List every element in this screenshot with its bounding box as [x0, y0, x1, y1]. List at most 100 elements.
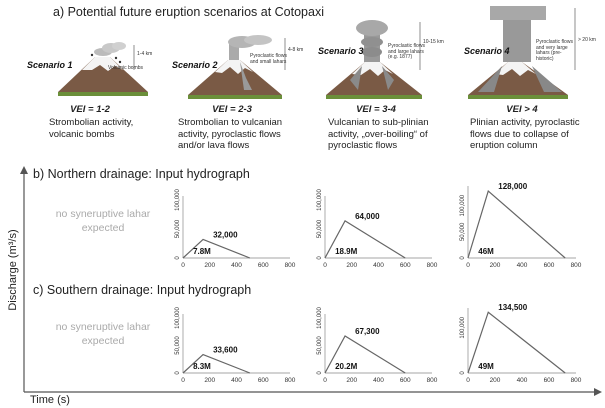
scenario-1-description: Strombolian activity, volcanic bombs	[49, 117, 134, 140]
x-frame-arrowhead	[594, 388, 602, 396]
south-scenario-2-y-tick-50,000: 50,000	[175, 336, 181, 355]
south-scenario-2-x-tick-400: 400	[231, 377, 242, 384]
south-scenario-3-y-tick-50,000: 50,000	[317, 336, 323, 355]
scenario-1-label: Scenario 1	[27, 60, 73, 70]
x-axis-title: Time (s)	[30, 394, 70, 406]
volcano-illustrations	[58, 6, 576, 99]
south-scenario-2-x-tick-600: 600	[258, 377, 269, 384]
north-scenario-4-x-tick-600: 600	[544, 262, 555, 269]
north-scenario-3-peak-label: 64,000	[355, 212, 380, 221]
scenario-3-height: 10-15 km	[423, 39, 444, 45]
south-no-lahar-note: no syneruptive lahar expected	[55, 321, 151, 347]
south-scenario-4-x-tick-800: 800	[571, 377, 582, 384]
scenario-3-annotation: Pyroclastic flows and large lahars (e.g.…	[388, 43, 425, 60]
south-scenario-2-x-tick-200: 200	[204, 377, 215, 384]
south-scenario-4-y-tick-100,000: 100,000	[460, 316, 466, 338]
scenario-2-label: Scenario 2	[172, 60, 218, 70]
scenario-4-height: > 20 km	[578, 37, 596, 43]
south-scenario-2-x-tick-800: 800	[285, 377, 296, 384]
south-scenario-3-hydrograph-line	[324, 335, 406, 374]
south-scenario-3-volume-label: 20.2M	[335, 362, 358, 371]
scenario-4-annotation: Pyroclastic flows and very large lahars …	[536, 39, 573, 62]
north-scenario-2-y-tick-0: 0	[175, 256, 181, 260]
south-scenario-4-y-tick-0: 0	[460, 371, 466, 375]
north-scenario-4-x-tick-200: 200	[490, 262, 501, 269]
scenario-2-description: Strombolian to vulcanian activity, pyroc…	[178, 117, 283, 151]
north-scenario-2-x-tick-400: 400	[231, 262, 242, 269]
north-scenario-2-x-tick-200: 200	[204, 262, 215, 269]
y-frame-arrowhead	[20, 166, 28, 174]
south-scenario-3-peak-label: 67,300	[355, 327, 380, 336]
south-scenario-3-x-tick-400: 400	[373, 377, 384, 384]
north-scenario-3-hydrograph-line	[324, 220, 406, 259]
section-b-title: b) Northern drainage: Input hydrograph	[33, 167, 250, 181]
north-scenario-4-volume-label: 46M	[478, 247, 494, 256]
south-scenario-3-x-tick-800: 800	[427, 377, 438, 384]
north-scenario-2-x-tick-800: 800	[285, 262, 296, 269]
north-scenario-4-x-tick-0: 0	[466, 262, 470, 269]
scenario-4-description: Plinian activity, pyroclastic flows due …	[470, 117, 580, 151]
north-scenario-2-x-tick-600: 600	[258, 262, 269, 269]
north-scenario-4-hydrograph-line	[467, 189, 566, 259]
north-scenario-4-y-tick-0: 0	[460, 256, 466, 260]
north-scenario-4-peak-label: 128,000	[498, 182, 527, 191]
north-scenario-3-y-tick-100,000: 100,000	[317, 189, 323, 211]
south-scenario-4-hydrograph-line	[467, 311, 566, 374]
north-scenario-4-x-tick-400: 400	[517, 262, 528, 269]
south-scenario-2-x-tick-0: 0	[181, 377, 185, 384]
north-scenario-2-hydrograph-line	[182, 238, 251, 259]
scenario-2-annotation: Pyroclastic flows and small lahars	[250, 53, 287, 65]
section-a-title: a) Potential future eruption scenarios a…	[53, 5, 324, 19]
north-scenario-3-x-tick-400: 400	[373, 262, 384, 269]
volcano-scenario-3	[326, 20, 422, 99]
north-scenario-2-y-tick-100,000: 100,000	[175, 189, 181, 211]
south-scenario-4-peak-label: 134,500	[498, 303, 527, 312]
north-scenario-2-peak-label: 32,000	[213, 230, 238, 239]
north-scenario-3-x-tick-600: 600	[400, 262, 411, 269]
north-scenario-2-x-tick-0: 0	[181, 262, 185, 269]
north-scenario-4-x-tick-800: 800	[571, 262, 582, 269]
south-scenario-3-x-tick-200: 200	[346, 377, 357, 384]
north-no-lahar-note: no syneruptive lahar expected	[55, 208, 151, 234]
south-scenario-2-peak-label: 33,600	[213, 346, 238, 355]
north-scenario-2-volume-label: 7.8M	[193, 247, 211, 256]
scenario-2-vei: VEI = 2-3	[212, 104, 252, 115]
south-scenario-4-volume-label: 49M	[478, 362, 494, 371]
scenario-1-height: 1-4 km	[137, 51, 153, 57]
scenario-4-label: Scenario 4	[464, 46, 510, 56]
south-scenario-4-x-tick-400: 400	[517, 377, 528, 384]
scenario-2-height: 4-8 km	[288, 47, 304, 53]
volcano-scenario-1	[58, 42, 148, 96]
south-scenario-3-x-tick-600: 600	[400, 377, 411, 384]
volcano-scenario-4	[468, 6, 568, 99]
scenario-1-vei: VEI = 1-2	[70, 104, 110, 115]
north-scenario-3-x-tick-0: 0	[323, 262, 327, 269]
north-scenario-2-y-tick-50,000: 50,000	[175, 219, 181, 238]
south-scenario-2-hydrograph-line	[182, 353, 251, 374]
north-scenario-4-y-tick-100,000: 100,000	[460, 194, 466, 216]
south-scenario-3-y-tick-100,000: 100,000	[317, 307, 323, 329]
scenario-3-vei: VEI = 3-4	[356, 104, 396, 115]
north-scenario-3-x-tick-800: 800	[427, 262, 438, 269]
scenario-1-annotation: Volcanic bombs	[108, 65, 144, 71]
north-scenario-4-y-tick-50,000: 50,000	[460, 222, 466, 241]
section-c-title: c) Southern drainage: Input hydrograph	[33, 283, 252, 297]
south-scenario-2-y-tick-0: 0	[175, 371, 181, 375]
south-scenario-3-y-tick-0: 0	[317, 371, 323, 375]
north-scenario-3-y-tick-0: 0	[317, 256, 323, 260]
south-scenario-4-x-tick-200: 200	[490, 377, 501, 384]
north-scenario-3-volume-label: 18.9M	[335, 247, 358, 256]
scenario-4-vei: VEI > 4	[506, 104, 538, 115]
north-scenario-3-x-tick-200: 200	[346, 262, 357, 269]
south-scenario-2-volume-label: 8.3M	[193, 362, 211, 371]
volcano-scenario-2	[188, 35, 282, 99]
south-scenario-2-y-tick-100,000: 100,000	[175, 307, 181, 329]
north-scenario-3-y-tick-50,000: 50,000	[317, 219, 323, 238]
south-scenario-3-x-tick-0: 0	[323, 377, 327, 384]
south-scenario-4-x-tick-600: 600	[544, 377, 555, 384]
scenario-3-label: Scenario 3	[318, 46, 364, 56]
south-scenario-4-x-tick-0: 0	[466, 377, 470, 384]
scenario-3-description: Vulcanian to sub-plinian activity, „over…	[328, 117, 429, 151]
